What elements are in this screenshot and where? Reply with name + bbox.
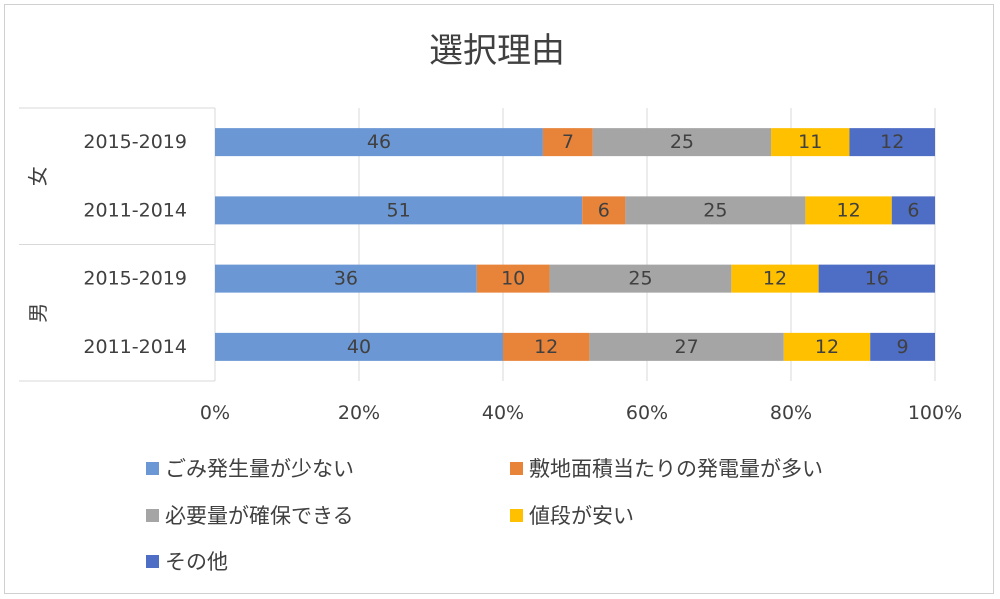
bar-segment <box>589 332 784 361</box>
row-label: 2011-2014 <box>83 336 187 358</box>
data-label: 25 <box>628 268 652 290</box>
bar-segment <box>582 196 626 225</box>
bar-segment <box>215 196 583 225</box>
x-tick-label: 100% <box>908 402 962 424</box>
bar-segment <box>849 128 935 157</box>
row-labels: 2015-2019 2011-2014 2015-2019 2011-2014 <box>83 131 187 358</box>
bar-segment <box>542 128 593 157</box>
data-label: 46 <box>367 131 391 153</box>
data-label: 6 <box>598 199 610 221</box>
data-label: 6 <box>907 199 919 221</box>
x-tick-label: 40% <box>482 402 524 424</box>
row-label: 2015-2019 <box>83 268 187 290</box>
data-label: 27 <box>675 336 699 358</box>
bar-segment <box>549 264 732 293</box>
data-label: 36 <box>334 268 358 290</box>
bar-segment <box>215 264 477 293</box>
x-tick-label: 20% <box>338 402 380 424</box>
bar-segment <box>771 128 850 157</box>
x-tick-label: 0% <box>200 402 230 424</box>
data-label: 12 <box>837 199 861 221</box>
data-label: 25 <box>670 131 694 153</box>
data-label: 16 <box>865 268 889 290</box>
bar-segment <box>870 332 935 361</box>
bar-segment <box>476 264 550 293</box>
chart-frame <box>4 4 994 594</box>
bars: 46 7 25 11 12 51 6 25 12 6 36 10 25 12 16 40 12 27 12 9 <box>215 128 935 361</box>
data-label: 7 <box>562 131 574 153</box>
bar-segment <box>592 128 772 157</box>
bar-segment <box>805 196 892 225</box>
bar-segment <box>731 264 819 293</box>
row-label: 2011-2014 <box>83 199 187 221</box>
bar-segment <box>215 332 503 361</box>
group-label: 男 <box>26 303 50 323</box>
data-label: 25 <box>703 199 727 221</box>
x-tick-labels: 0% 20% 40% 60% 80% 100% <box>200 402 962 424</box>
bar-segment <box>625 196 806 225</box>
bar-segment <box>215 128 543 157</box>
data-label: 10 <box>501 268 525 290</box>
data-label: 12 <box>763 268 787 290</box>
data-label: 9 <box>897 336 909 358</box>
bar-segment <box>891 196 935 225</box>
bar-segment <box>783 332 871 361</box>
data-label: 51 <box>387 199 411 221</box>
chart-title: 選択理由 <box>429 31 565 71</box>
group-label: 女 <box>26 166 50 186</box>
x-tick-label: 60% <box>626 402 668 424</box>
data-label: 40 <box>347 336 371 358</box>
data-label: 11 <box>798 131 822 153</box>
group-labels: 女男 <box>26 166 50 323</box>
data-label: 12 <box>880 131 904 153</box>
data-label: 12 <box>815 336 839 358</box>
bar-segment <box>503 332 590 361</box>
data-label: 12 <box>534 336 558 358</box>
bar-segment <box>818 264 935 293</box>
row-label: 2015-2019 <box>83 131 187 153</box>
x-tick-label: 80% <box>770 402 812 424</box>
